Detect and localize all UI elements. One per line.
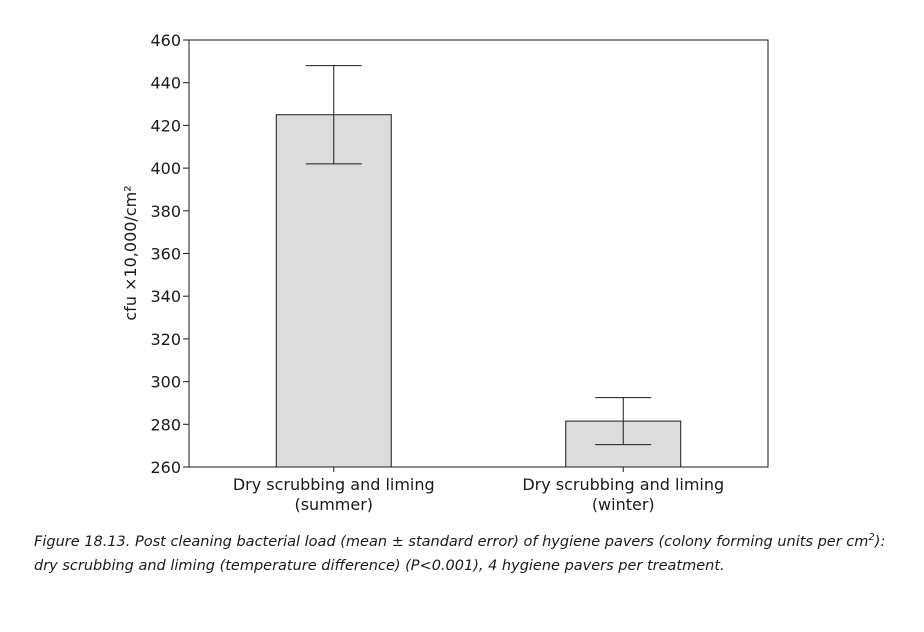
x-category-label-1: Dry scrubbing and liming: [233, 475, 435, 494]
y-tick-label-300: 300: [150, 373, 181, 392]
y-tick-label-420: 420: [150, 116, 181, 135]
x-category-sublabel-2: (winter): [592, 495, 655, 514]
y-axis-title: cfu ×10,000/cm²: [121, 185, 140, 320]
y-tick-label-260: 260: [150, 458, 181, 477]
bar-chart: 260 280 300 320 340 360 380 400 420 440 460 Dry sc…: [121, 31, 769, 514]
y-tick-label-320: 320: [150, 330, 181, 349]
y-tick-label-280: 280: [150, 415, 181, 434]
bars: [275, 114, 682, 468]
y-tick-label-400: 400: [150, 159, 181, 178]
caption-text-end: ): dry scrubbing and liming (temperature…: [34, 534, 886, 574]
y-tick-label-360: 360: [150, 245, 181, 264]
caption-text-start: Figure 18.13. Post cleaning bacterial lo…: [34, 534, 869, 550]
bar-1: [275, 114, 392, 468]
y-tick-label-340: 340: [150, 287, 181, 306]
figure-caption: Figure 18.13. Post cleaning bacterial lo…: [34, 530, 904, 578]
error-bars: [305, 65, 652, 446]
caption-superscript: 2: [868, 532, 875, 544]
y-tick-label-380: 380: [150, 202, 181, 221]
x-category-label-2: Dry scrubbing and liming: [522, 475, 724, 494]
x-axis: Dry scrubbing and liming(summer)Dry scru…: [233, 467, 724, 514]
y-tick-label-440: 440: [150, 74, 181, 93]
x-category-sublabel-1: (summer): [294, 495, 373, 514]
y-axis: 260 280 300 320 340 360 380 400 420 440 460: [150, 31, 189, 477]
y-tick-label-460: 460: [150, 31, 181, 50]
